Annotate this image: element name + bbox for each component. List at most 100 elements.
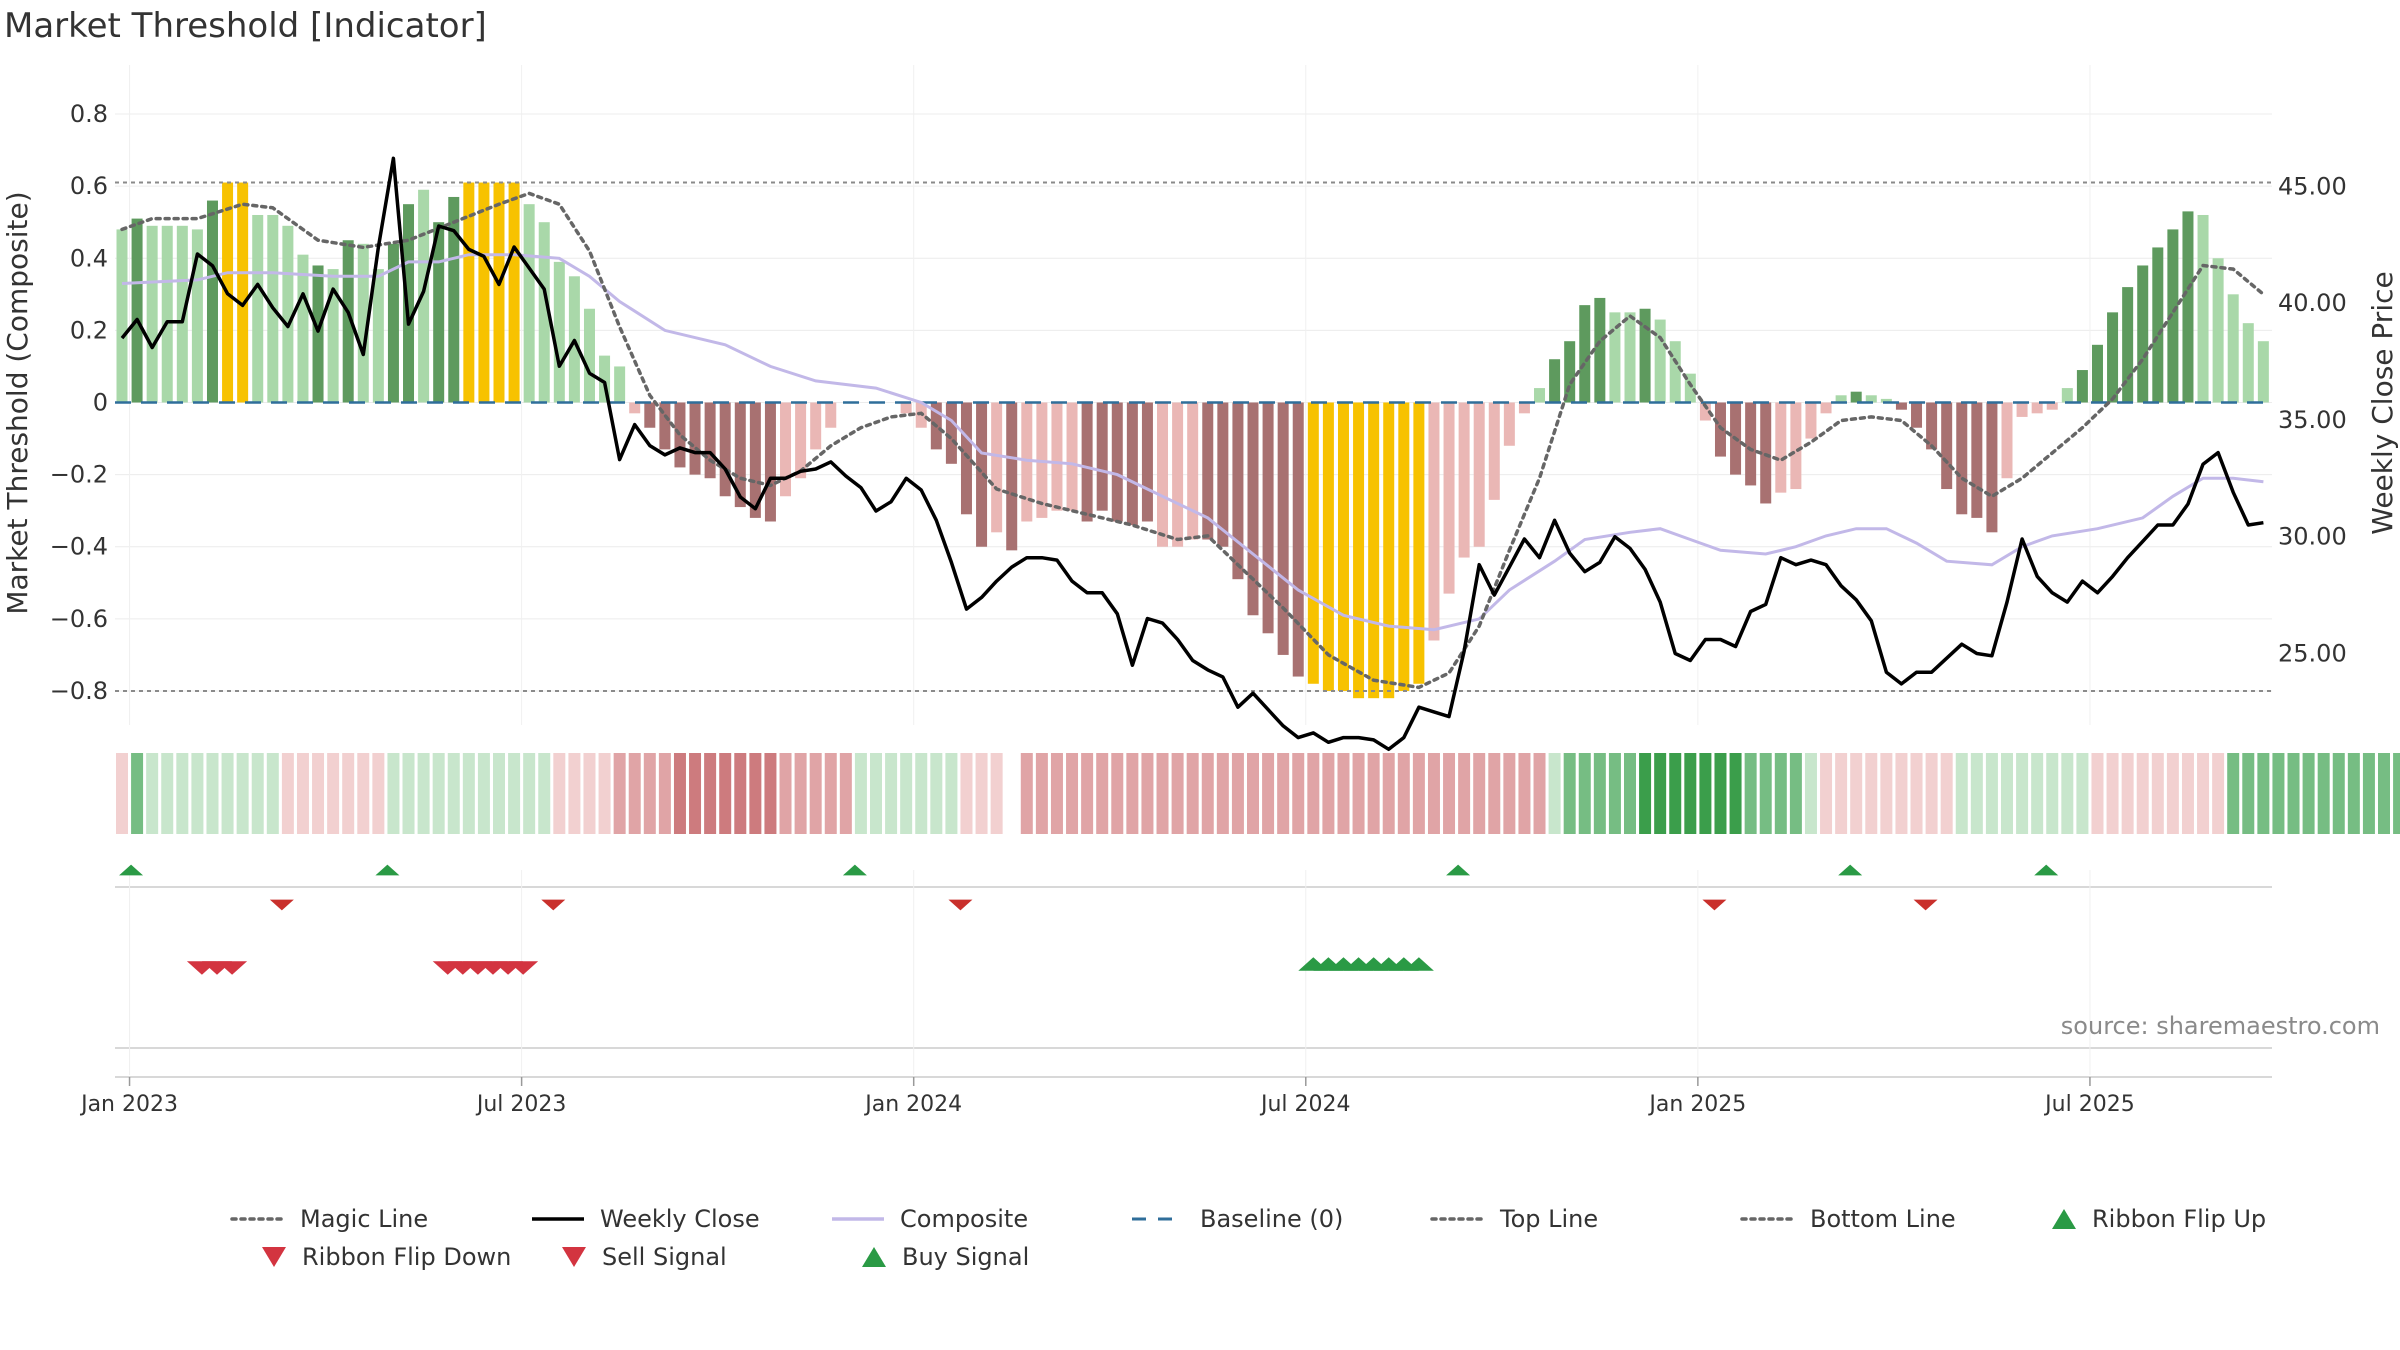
composite-bar [206, 200, 218, 403]
ribbon-segment [327, 753, 340, 834]
x-tick-label: Jul 2025 [2043, 1092, 2135, 1117]
ribbon-segment [2212, 753, 2225, 834]
composite-bar [538, 222, 550, 403]
composite-bar [1337, 402, 1349, 691]
ribbon-flip-down-marker [948, 899, 973, 911]
ribbon-flip-up-marker [1446, 864, 1471, 876]
y-tick-label: 0.4 [70, 244, 108, 272]
x-tick-label: Jul 2023 [475, 1092, 567, 1117]
ribbon-segment [2106, 753, 2119, 834]
ribbon-segment [1096, 753, 1109, 834]
composite-bar [433, 222, 445, 403]
composite-bar [282, 225, 294, 403]
ribbon-segment [1608, 753, 1621, 834]
ribbon-segment [2166, 753, 2179, 834]
y-tick-label: −0.2 [50, 461, 108, 489]
ribbon-flip-down-marker [1702, 899, 1727, 911]
composite-bar [1564, 341, 1576, 403]
composite-bar [2257, 341, 2269, 403]
composite-bar [2242, 323, 2254, 403]
composite-bar [2031, 402, 2043, 414]
composite-bar [1534, 388, 1546, 403]
ribbon-segment [342, 753, 355, 834]
composite-bar [2076, 370, 2088, 403]
composite-bar [1941, 402, 1953, 490]
ribbon-segment [1503, 753, 1516, 834]
composite-bar [825, 402, 837, 428]
composite-bar [1307, 402, 1319, 684]
ribbon-segment [568, 753, 581, 834]
composite-bar [1639, 308, 1651, 403]
ribbon-segment [779, 753, 792, 834]
legend-item: Weekly Close [530, 1205, 760, 1233]
composite-bar [418, 189, 430, 403]
composite-bar [116, 229, 128, 403]
ribbon-segment [1488, 753, 1501, 834]
composite-bar [599, 355, 611, 403]
solid-line-lavender-icon [830, 1212, 900, 1226]
composite-bar [553, 261, 565, 403]
ribbon-segment [1850, 753, 1863, 834]
composite-bar [1488, 402, 1500, 500]
composite-bar [2197, 214, 2209, 403]
legend-item: Ribbon Flip Down [260, 1243, 511, 1271]
composite-bar [131, 218, 143, 403]
dotted-line-gray-icon [230, 1212, 300, 1226]
legend-label: Ribbon Flip Down [302, 1243, 512, 1271]
composite-bar [1383, 402, 1395, 699]
buy-signal-marker [1403, 957, 1434, 971]
composite-bar [1911, 402, 1923, 428]
composite-bar [780, 402, 792, 497]
composite-bar [1865, 395, 1877, 403]
y2-tick-label: 40.00 [2278, 289, 2347, 317]
composite-bar [1292, 402, 1304, 677]
ribbon-segment [854, 753, 867, 834]
legend-item: Top Line [1430, 1205, 1598, 1233]
ribbon-segment [1970, 753, 1983, 834]
legend-item: Composite [830, 1205, 1028, 1233]
composite-bar [991, 402, 1003, 533]
ribbon-segment [1654, 753, 1667, 834]
y-tick-label: −0.8 [50, 677, 108, 705]
composite-bar [900, 402, 912, 414]
composite-bar [1835, 395, 1847, 403]
composite-bar [1699, 402, 1711, 421]
composite-bar [1051, 402, 1063, 511]
dotted-line-gray-icon [1430, 1212, 1500, 1226]
ribbon-segment [387, 753, 400, 834]
composite-bar [1926, 402, 1938, 450]
grid-lines [115, 65, 2272, 725]
composite-bar [327, 269, 339, 403]
composite-bar [2182, 211, 2194, 403]
ribbon-flip-up-marker [842, 864, 867, 876]
composite-bar [463, 182, 475, 403]
ribbon-segment [719, 753, 732, 834]
composite-bar [1880, 398, 1892, 403]
solid-line-black-icon [530, 1212, 600, 1226]
composite-bar [342, 240, 354, 403]
composite-bar [1172, 402, 1184, 547]
y-tick-label: 0.8 [70, 100, 108, 128]
y2-axis-label: Weekly Close Price [2366, 271, 2399, 534]
x-tick-label: Jan 2023 [79, 1092, 178, 1117]
ribbon-segment [1020, 753, 1033, 834]
ribbon-segment [809, 753, 822, 834]
legend-label: Baseline (0) [1200, 1205, 1344, 1233]
ribbon-segment [2257, 753, 2270, 834]
x-tick-label: Jan 2024 [863, 1092, 962, 1117]
ribbon-segment [990, 753, 1003, 834]
ribbon-segment [116, 753, 128, 834]
ribbon-segment [2227, 753, 2240, 834]
ribbon-segment [749, 753, 762, 834]
y-tick-label: 0.6 [70, 172, 108, 200]
ribbon-segment [2061, 753, 2074, 834]
composite-bar [2091, 344, 2103, 403]
ribbon-segment [176, 753, 189, 834]
ribbon-segment [1262, 753, 1275, 834]
ribbon-segment [1231, 753, 1244, 834]
legend-item: Ribbon Flip Up [2050, 1205, 2266, 1233]
composite-bar [357, 243, 369, 403]
composite-bar [2137, 265, 2149, 403]
ribbon-segment [2031, 753, 2044, 834]
